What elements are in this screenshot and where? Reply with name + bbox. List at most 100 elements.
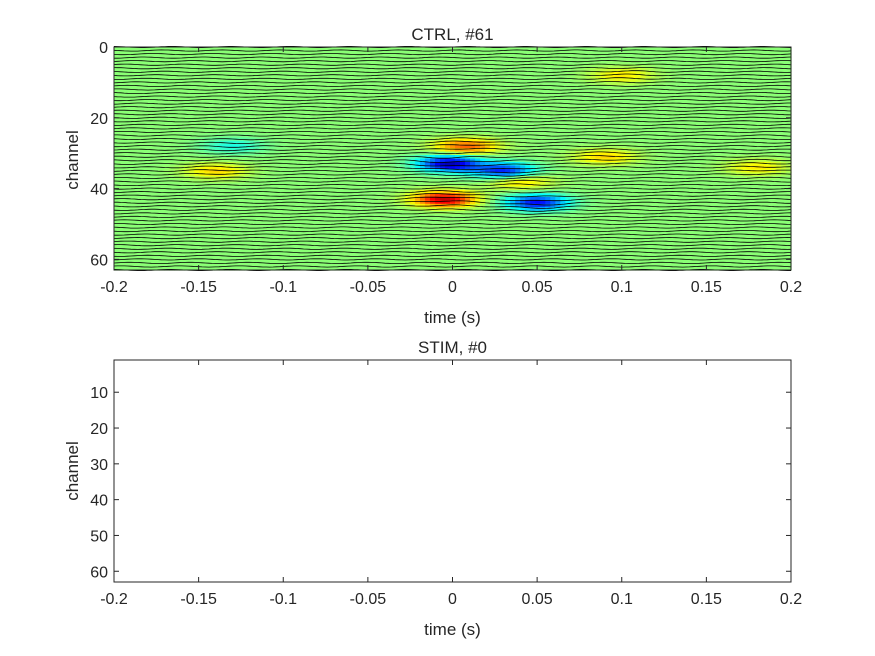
heatmap-cell [745, 71, 752, 76]
heatmap-cell [224, 158, 230, 163]
heatmap-cell [429, 116, 436, 121]
heatmap-cell [404, 64, 411, 69]
heatmap-cell [755, 53, 762, 59]
heatmap-cell [424, 165, 431, 170]
heatmap-cell [675, 92, 682, 97]
heatmap-cell [254, 92, 261, 97]
heatmap-cell [530, 88, 536, 93]
heatmap-cell [645, 134, 652, 139]
heatmap-cell [284, 137, 291, 142]
heatmap-cell [530, 92, 536, 97]
heatmap-cell [470, 161, 476, 167]
heatmap-cell [224, 144, 230, 149]
heatmap-cell [785, 113, 792, 118]
heatmap-cell [344, 64, 351, 69]
heatmap-cell [204, 92, 210, 97]
heatmap-cell [279, 109, 286, 114]
heatmap-cell [214, 92, 220, 97]
heatmap-cell [745, 99, 752, 104]
heatmap-cell [715, 155, 722, 160]
heatmap-cell [525, 102, 531, 107]
heatmap-cell [324, 85, 331, 90]
heatmap-cell [404, 113, 411, 118]
heatmap-cell [279, 123, 286, 128]
heatmap-cell [470, 74, 476, 79]
heatmap-cell [169, 92, 175, 97]
heatmap-cell [364, 99, 371, 104]
heatmap-cell [780, 78, 787, 83]
heatmap-cell [164, 116, 170, 121]
heatmap-cell [770, 67, 777, 72]
heatmap-cell [460, 165, 466, 170]
heatmap-cell [324, 99, 331, 104]
heatmap-cell [670, 168, 677, 174]
heatmap-cell [444, 137, 451, 142]
heatmap-cell [705, 116, 712, 121]
heatmap-cell [505, 53, 511, 59]
heatmap-cell [480, 141, 486, 146]
heatmap-cell [630, 109, 637, 114]
heatmap-cell [429, 102, 436, 107]
heatmap-cell [460, 141, 466, 146]
heatmap-cell [429, 57, 436, 62]
heatmap-cell [139, 78, 145, 83]
heatmap-cell [334, 53, 341, 59]
heatmap-cell [144, 88, 150, 93]
heatmap-cell [414, 95, 421, 100]
heatmap-cell [149, 95, 155, 100]
heatmap-cell [259, 53, 266, 59]
heatmap-cell [505, 50, 511, 55]
heatmap-cell [289, 64, 296, 69]
heatmap-cell [785, 71, 792, 76]
heatmap-cell [690, 81, 697, 86]
heatmap-cell [259, 88, 266, 93]
heatmap-cell [249, 106, 256, 111]
heatmap-cell [349, 102, 356, 107]
heatmap-cell [289, 53, 296, 59]
heatmap-cell [760, 95, 767, 100]
heatmap-cell [404, 141, 411, 146]
heatmap-cell [419, 88, 426, 93]
heatmap-cell [580, 116, 586, 121]
heatmap-cell [560, 50, 566, 55]
heatmap-cell [279, 81, 286, 86]
heatmap-cell [334, 123, 341, 128]
heatmap-cell [309, 81, 316, 86]
heatmap-cell [349, 99, 356, 104]
heatmap-cell [444, 144, 451, 149]
heatmap-cell [530, 134, 536, 139]
heatmap-cell [249, 168, 256, 174]
heatmap-cell [324, 161, 331, 167]
heatmap-cell [505, 67, 511, 72]
heatmap-cell [610, 165, 617, 170]
heatmap-cell [204, 60, 210, 66]
heatmap-cell [735, 88, 742, 93]
heatmap-cell [690, 120, 697, 125]
heatmap-cell [224, 134, 230, 139]
heatmap-cell [765, 92, 772, 97]
heatmap-cell [439, 95, 446, 100]
heatmap-cell [409, 53, 416, 59]
heatmap-cell [444, 113, 451, 118]
heatmap-cell [334, 113, 341, 118]
heatmap-cell [249, 71, 256, 76]
heatmap-cell [234, 47, 240, 52]
heatmap-cell [760, 50, 767, 55]
heatmap-cell [394, 116, 401, 121]
heatmap-cell [419, 67, 426, 72]
heatmap-cell [259, 123, 266, 128]
heatmap-cell [605, 109, 612, 114]
heatmap-cell [174, 155, 180, 160]
heatmap-cell [349, 134, 356, 139]
heatmap-cell [630, 113, 637, 118]
heatmap-cell [780, 60, 787, 66]
heatmap-cell [294, 148, 301, 153]
heatmap-cell [705, 64, 712, 69]
heatmap-cell [780, 57, 787, 62]
heatmap-cell [254, 123, 261, 128]
heatmap-cell [480, 64, 486, 69]
heatmap-cell [324, 67, 331, 72]
heatmap-cell [465, 127, 471, 132]
heatmap-cell [129, 148, 135, 153]
heatmap-cell [525, 109, 531, 114]
